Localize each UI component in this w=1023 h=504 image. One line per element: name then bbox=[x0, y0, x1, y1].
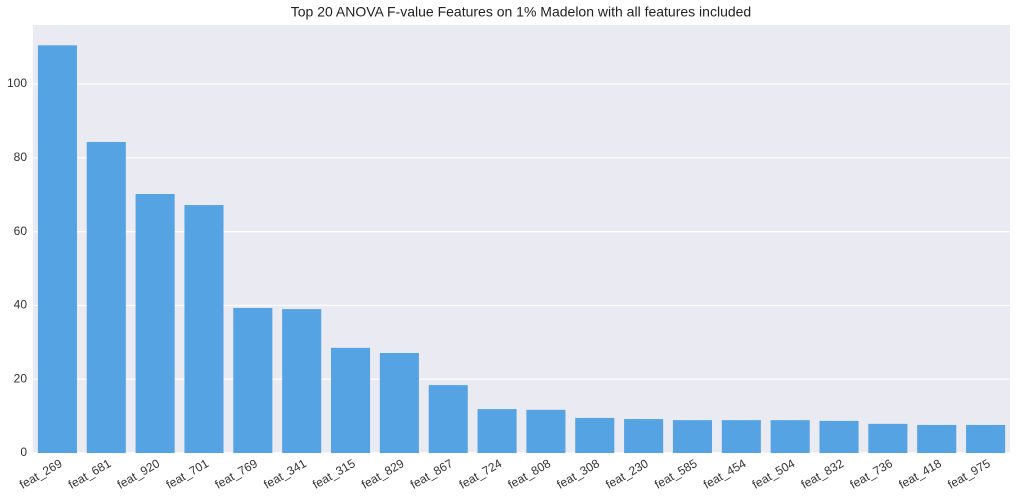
bar bbox=[379, 353, 419, 453]
bar bbox=[330, 347, 371, 453]
bar bbox=[233, 307, 273, 453]
y-tick-label: 40 bbox=[14, 298, 28, 312]
x-tick-label: feat_701 bbox=[164, 456, 212, 492]
bar bbox=[86, 141, 126, 453]
y-tick-label: 100 bbox=[7, 76, 27, 90]
bar bbox=[721, 420, 761, 453]
bar bbox=[819, 420, 859, 453]
x-tick-label: feat_454 bbox=[701, 456, 749, 492]
bar bbox=[966, 424, 1006, 453]
x-tick-label: feat_315 bbox=[310, 456, 358, 492]
x-tick-label: feat_724 bbox=[457, 456, 505, 492]
x-tick-label: feat_832 bbox=[799, 456, 847, 492]
bar bbox=[282, 309, 322, 453]
bar bbox=[184, 205, 224, 453]
y-tick-label: 60 bbox=[14, 224, 28, 238]
plot-background bbox=[33, 25, 1010, 453]
bar bbox=[672, 420, 713, 453]
chart-title: Top 20 ANOVA F-value Features on 1% Made… bbox=[291, 4, 751, 20]
x-tick-label: feat_269 bbox=[17, 456, 65, 492]
x-tick-label: feat_736 bbox=[848, 456, 896, 492]
bar bbox=[37, 45, 77, 454]
x-tick-label: feat_867 bbox=[408, 456, 456, 492]
x-tick-label: feat_418 bbox=[896, 456, 944, 492]
x-tick-label: feat_769 bbox=[212, 456, 260, 492]
x-tick-label: feat_681 bbox=[66, 456, 114, 492]
x-tick-label: feat_504 bbox=[750, 456, 798, 492]
x-tick-label: feat_230 bbox=[603, 456, 651, 492]
x-tick-label: feat_308 bbox=[554, 456, 602, 492]
y-tick-label: 20 bbox=[14, 371, 28, 385]
bar bbox=[624, 419, 664, 453]
x-tick-label: feat_341 bbox=[261, 456, 309, 492]
x-tick-label: feat_829 bbox=[359, 456, 407, 492]
bar bbox=[917, 424, 957, 453]
y-tick-label: 80 bbox=[14, 150, 28, 164]
y-tick-label: 0 bbox=[20, 445, 27, 459]
bar bbox=[135, 193, 175, 453]
x-tick-label: feat_975 bbox=[945, 456, 993, 492]
bar bbox=[428, 385, 468, 453]
bar bbox=[770, 420, 810, 453]
bar bbox=[868, 423, 908, 453]
x-tick-label: feat_920 bbox=[115, 456, 163, 492]
bar bbox=[526, 409, 566, 453]
bar bbox=[575, 417, 615, 453]
x-tick-label: feat_808 bbox=[506, 456, 554, 492]
bar bbox=[477, 409, 517, 453]
x-tick-label: feat_585 bbox=[652, 456, 700, 492]
